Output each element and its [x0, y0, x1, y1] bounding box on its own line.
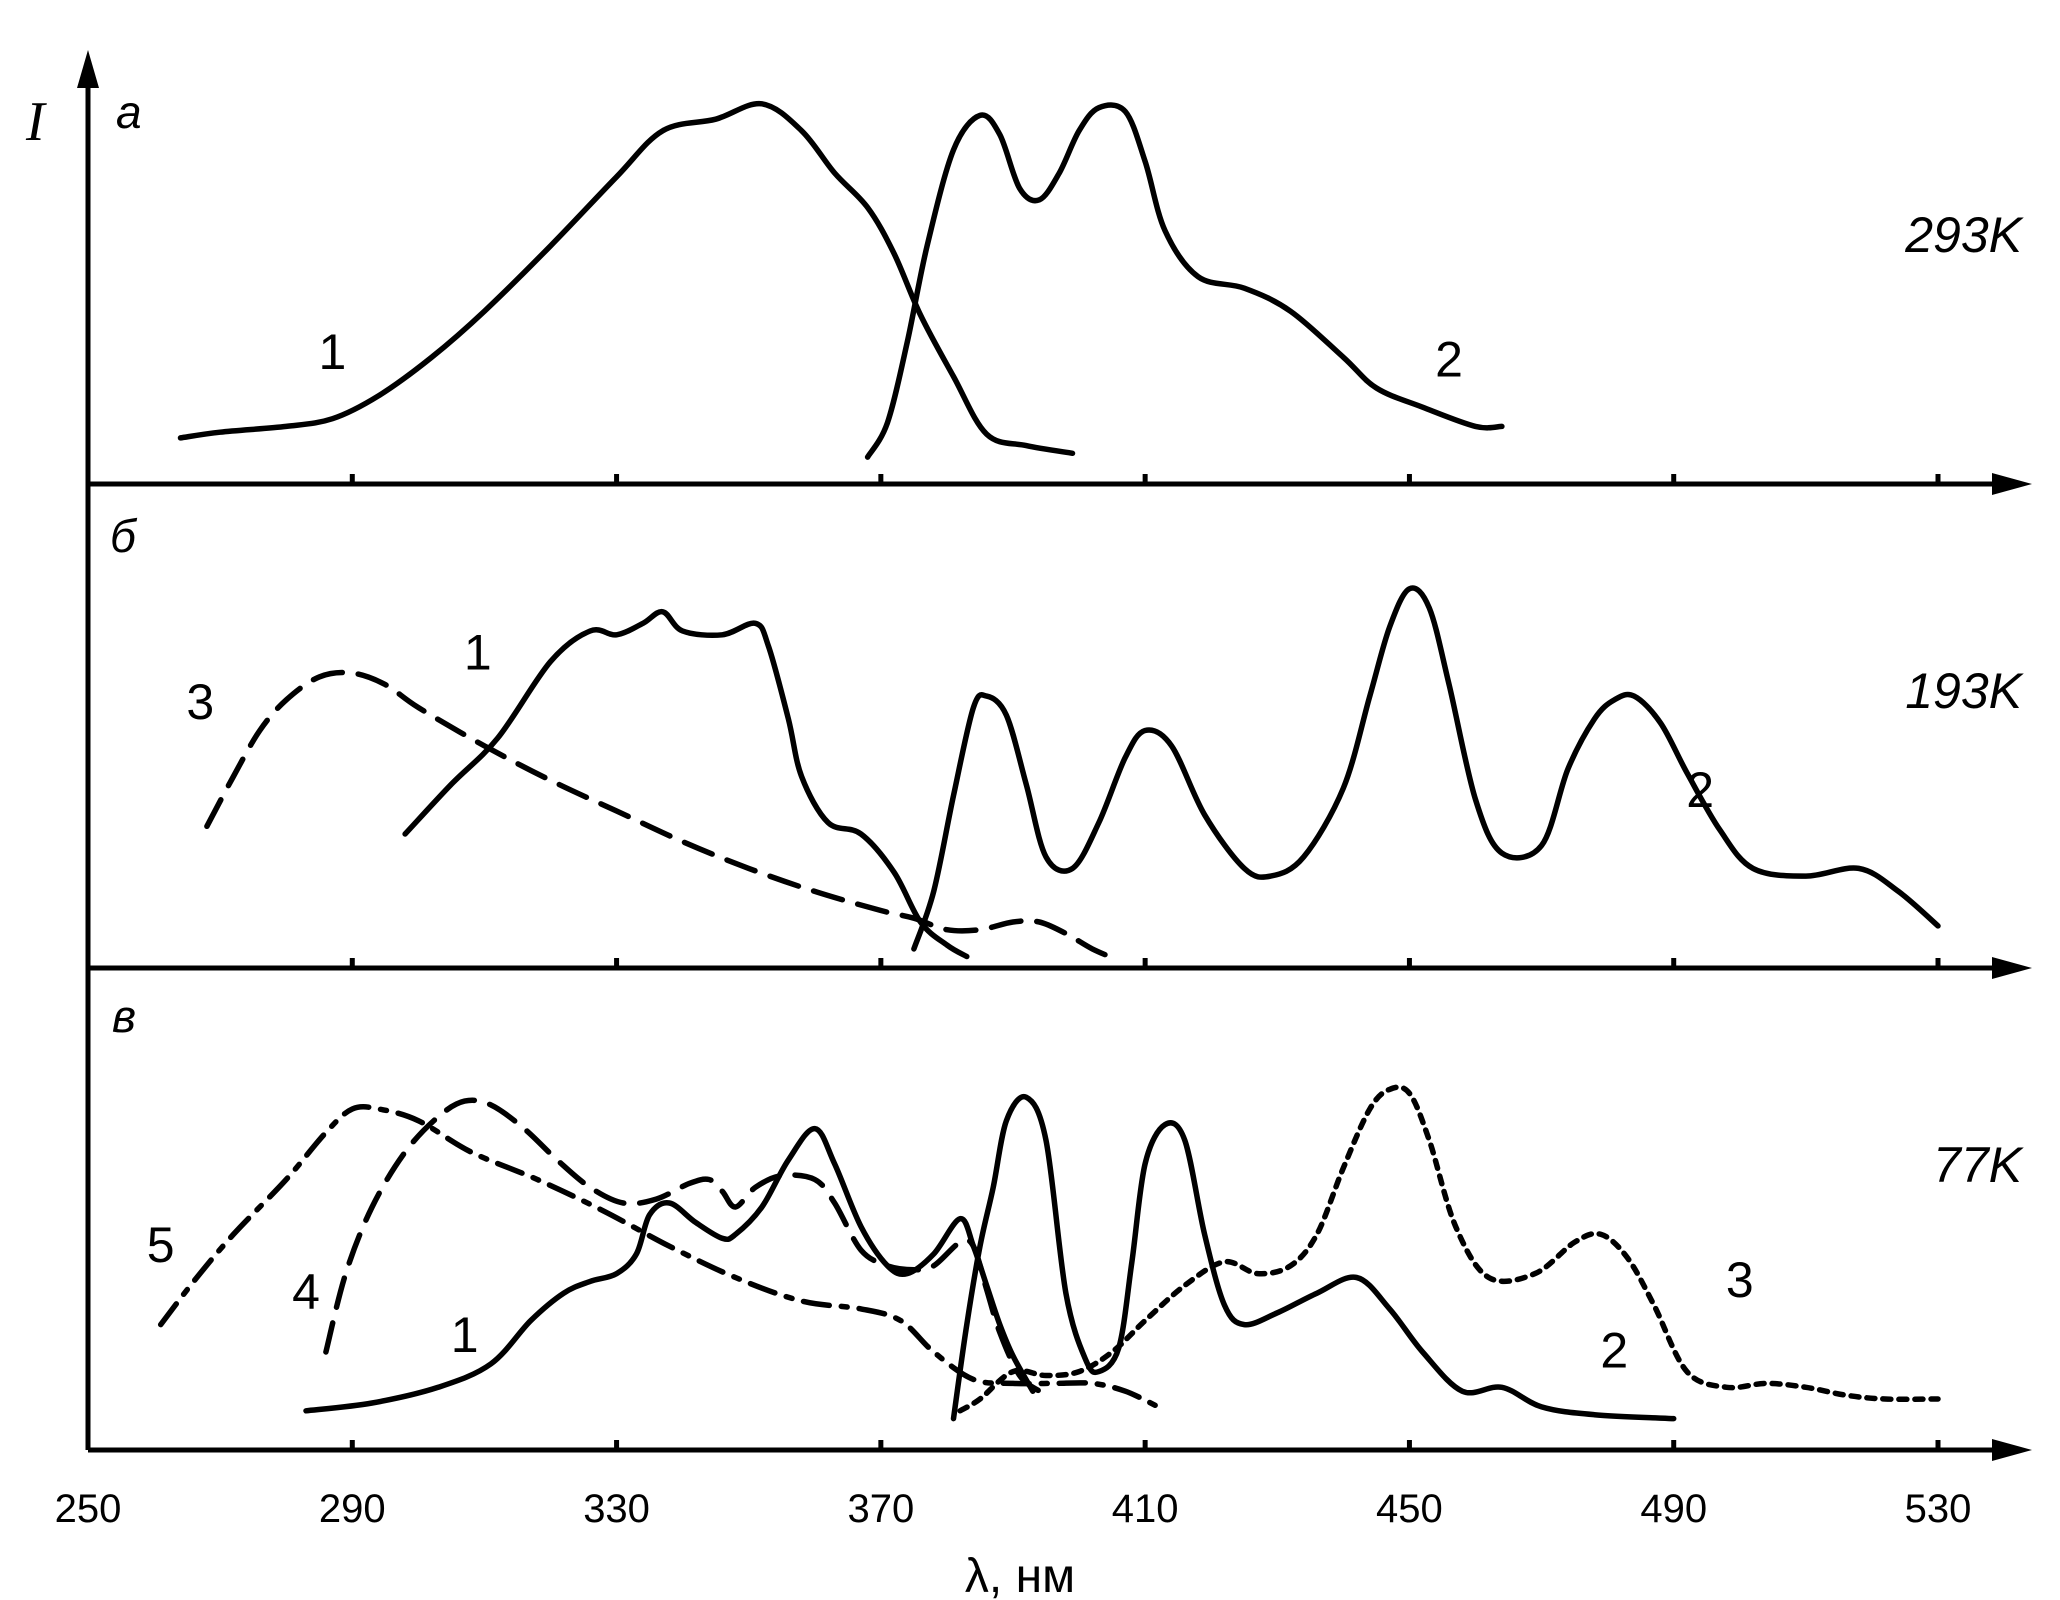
axes [77, 50, 2032, 1461]
curve-2-3 [204, 669, 1122, 964]
curve-label-3-4: 4 [292, 1264, 320, 1320]
curve-label-3-2: 2 [1600, 1323, 1628, 1379]
y-axis-arrow [77, 50, 99, 88]
x-axis-bottom-arrow [1992, 1439, 2032, 1461]
x-tick-label-450: 450 [1376, 1487, 1443, 1531]
curve-1-2 [864, 102, 1505, 460]
x-axis-middle-arrow [1992, 957, 2032, 979]
x-tick-label-330: 330 [583, 1487, 650, 1531]
curve-label-2-1: 1 [464, 624, 492, 680]
y-axis-label: I [25, 91, 47, 153]
x-tick-label-530: 530 [1905, 1487, 1972, 1531]
temperature-label-293k: 293K [1904, 207, 2024, 263]
curve-3-4 [323, 1097, 1043, 1394]
curve-label-3-5: 5 [147, 1217, 175, 1273]
x-tick-label-370: 370 [847, 1487, 914, 1531]
curve-2-2 [911, 585, 1941, 952]
curve-3-1 [303, 1125, 1036, 1414]
temperature-label-193k: 193K [1905, 663, 2024, 719]
x-ticks: 250 290 330 370 410 450 490 530 [55, 474, 1972, 1531]
curve-label-2-2: 2 [1686, 762, 1714, 818]
panel-label-a: а [116, 86, 142, 138]
curve-3-2 [950, 1093, 1677, 1422]
x-axis-label: λ, нм [965, 1550, 1075, 1600]
curve-label-3-3: 3 [1726, 1252, 1754, 1308]
x-axis-top-arrow [1992, 473, 2032, 495]
curve-3-5 [157, 1103, 1162, 1410]
curve-3-3 [957, 1084, 1941, 1414]
x-tick-label-410: 410 [1112, 1487, 1179, 1531]
curve-label-1-2: 2 [1435, 331, 1463, 387]
x-tick-label-290: 290 [319, 1487, 386, 1531]
curve-label-2-3: 3 [186, 674, 214, 730]
curve-2-1 [402, 609, 970, 960]
labels: I λ, нм а б в 293K 193K 77K 1 2 1 2 3 1 2 3 4 5 [25, 86, 2025, 1600]
curve-label-1-1: 1 [319, 324, 347, 380]
temperature-label-77k: 77K [1933, 1137, 2025, 1193]
panel-label-v: в [112, 990, 136, 1042]
x-tick-label-250: 250 [55, 1487, 122, 1531]
panel-label-b: б [110, 510, 138, 562]
x-tick-label-490: 490 [1640, 1487, 1707, 1531]
curves [157, 100, 1941, 1422]
curve-1-1 [177, 100, 1076, 457]
curve-label-3-1: 1 [451, 1307, 479, 1363]
